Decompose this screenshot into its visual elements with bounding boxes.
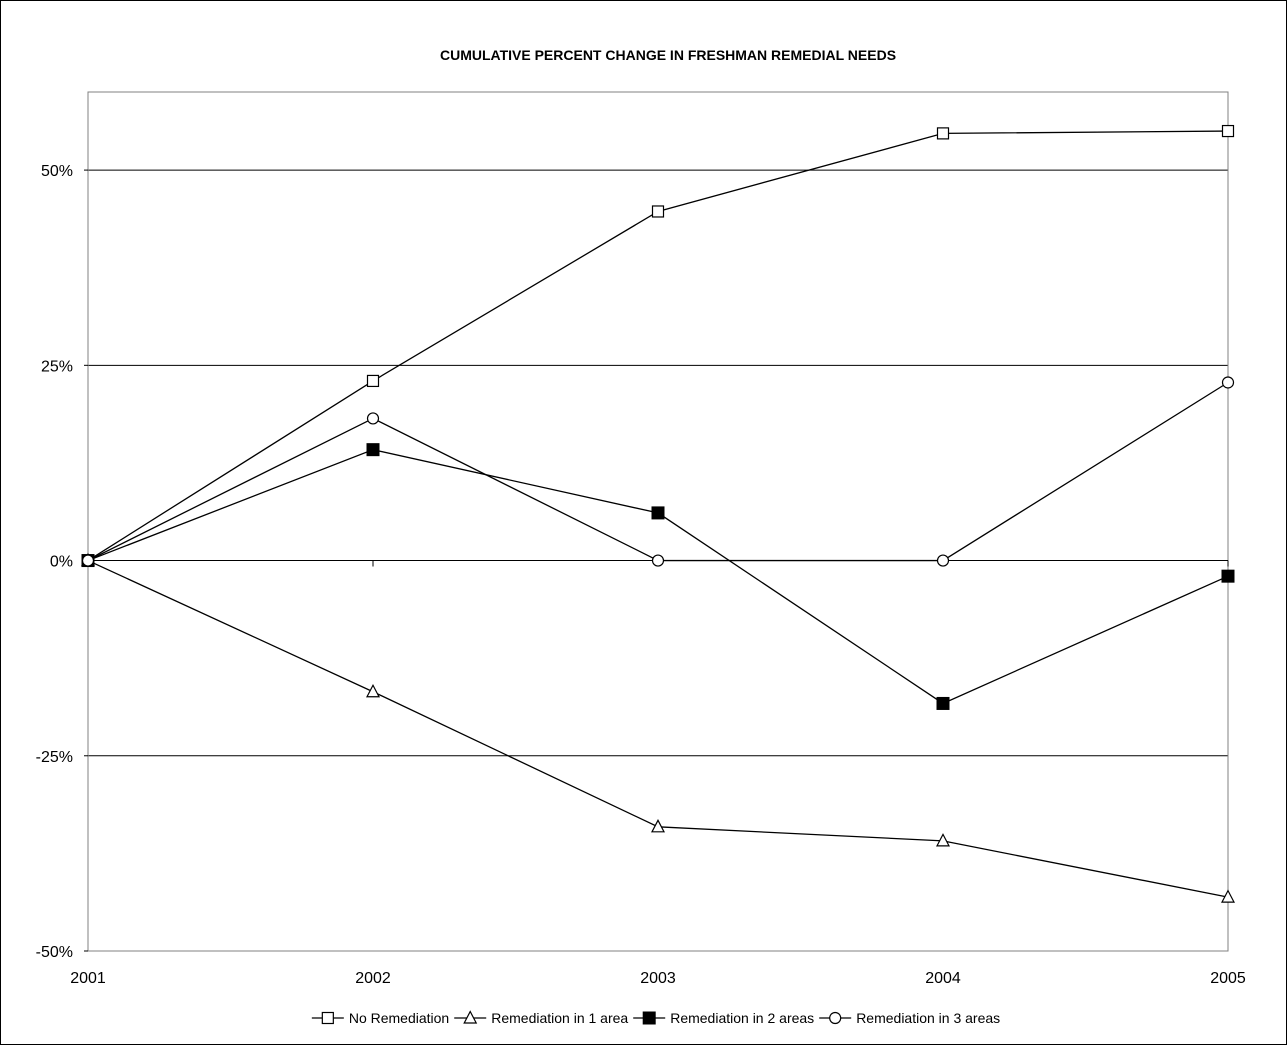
legend-label: Remediation in 1 area bbox=[491, 1010, 628, 1026]
axes: -50% -25% 0% 25% 50% 2001 2002 2003 2004 2005 bbox=[36, 163, 1246, 987]
data-point-open-square bbox=[1221, 124, 1235, 138]
legend-label: Remediation in 2 areas bbox=[670, 1010, 814, 1026]
legend-label: Remediation in 3 areas bbox=[856, 1010, 1000, 1026]
data-point-filled-square bbox=[936, 696, 950, 710]
chart-title: CUMULATIVE PERCENT CHANGE IN FRESHMAN RE… bbox=[440, 47, 896, 63]
series-1 bbox=[81, 124, 1235, 567]
data-point-open-triangle bbox=[936, 833, 950, 847]
series-line bbox=[87, 130, 1229, 562]
series-line bbox=[87, 448, 1229, 705]
gridlines bbox=[88, 169, 1228, 757]
data-point-filled-square bbox=[366, 443, 380, 457]
data-point-open-circle bbox=[651, 554, 665, 567]
data-point-filled-square bbox=[651, 506, 665, 520]
legend-label: No Remediation bbox=[349, 1010, 449, 1026]
data-point-open-circle bbox=[936, 554, 950, 567]
x-tick-label: 2004 bbox=[925, 970, 961, 987]
legend-item: Remediation in 2 areas bbox=[633, 1010, 814, 1026]
x-tick-label: 2003 bbox=[640, 970, 676, 987]
y-tick-label: 50% bbox=[41, 163, 73, 180]
series-line bbox=[87, 559, 1229, 898]
y-tick-label: -25% bbox=[36, 749, 73, 766]
data-point-open-triangle bbox=[651, 819, 665, 833]
x-tick-label: 2001 bbox=[70, 970, 106, 987]
data-point-open-circle bbox=[829, 1011, 842, 1025]
data-point-filled-square bbox=[1221, 569, 1235, 583]
data-point-filled-square bbox=[642, 1011, 656, 1025]
series-3 bbox=[81, 443, 1235, 710]
series-line bbox=[87, 381, 1229, 562]
data-point-open-square bbox=[651, 205, 665, 218]
legend-item: Remediation in 1 area bbox=[454, 1010, 628, 1026]
data-point-open-triangle bbox=[1221, 889, 1235, 903]
data-point-open-circle bbox=[366, 412, 380, 425]
series-2 bbox=[81, 552, 1235, 903]
data-point-open-square bbox=[321, 1011, 334, 1025]
data-point-open-triangle bbox=[366, 683, 380, 698]
series-lines bbox=[81, 124, 1235, 903]
y-tick-label: 0% bbox=[50, 554, 73, 571]
data-point-open-square bbox=[366, 374, 380, 388]
data-point-open-square bbox=[936, 127, 950, 140]
legend-item: Remediation in 3 areas bbox=[819, 1010, 1000, 1026]
x-tick-label: 2005 bbox=[1210, 970, 1246, 987]
legend: No Remediation Remediation in 1 area Remed… bbox=[311, 1010, 1000, 1026]
series-4 bbox=[81, 376, 1235, 567]
data-point-open-circle bbox=[1221, 376, 1235, 389]
data-point-open-circle bbox=[81, 554, 95, 567]
y-tick-label: -50% bbox=[36, 944, 73, 961]
data-point-open-triangle bbox=[463, 1010, 478, 1024]
plot-area bbox=[87, 91, 1229, 952]
y-tick-label: 25% bbox=[41, 358, 73, 375]
x-tick-label: 2002 bbox=[355, 970, 391, 987]
legend-item: No Remediation bbox=[311, 1010, 449, 1026]
